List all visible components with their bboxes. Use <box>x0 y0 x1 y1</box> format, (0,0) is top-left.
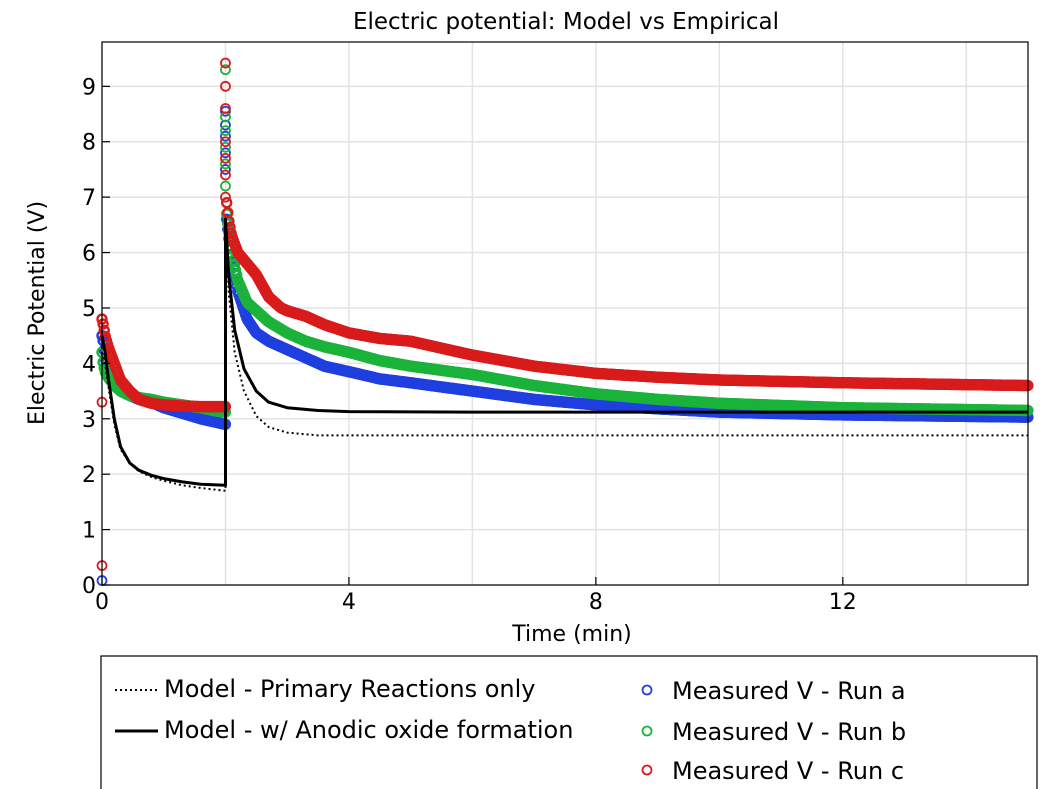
spike-point <box>220 141 231 153</box>
chart-title: Electric potential: Model vs Empirical <box>353 9 779 35</box>
plot-frame <box>101 41 1029 586</box>
y-axis-label: Electric Potential (V) <box>25 201 50 425</box>
data-point <box>97 318 109 330</box>
y-tick-label: 5 <box>82 297 96 322</box>
measured-series-c <box>96 57 1034 572</box>
spike-point <box>220 158 231 170</box>
legend-label-primary: Model - Primary Reactions only <box>164 675 535 703</box>
spike-point <box>220 191 231 203</box>
y-tick-label: 7 <box>82 186 96 211</box>
data-point <box>98 324 110 337</box>
spike-point <box>220 64 231 76</box>
legend-label-anodic: Model - w/ Anodic oxide formation <box>164 716 573 744</box>
plot-series <box>96 57 1034 586</box>
legend: Model - Primary Reactions only Model - w… <box>100 655 1038 789</box>
y-tick-label: 9 <box>82 75 96 100</box>
x-axis-label: Time (min) <box>511 622 632 647</box>
spike-point <box>220 147 231 159</box>
data-point <box>229 264 242 276</box>
y-tick-label: 2 <box>82 463 96 488</box>
grid-lines <box>101 42 1028 586</box>
x-tick-label: 4 <box>342 590 356 615</box>
legend-marker-run-c <box>641 764 653 776</box>
legend-marker-run-b <box>641 725 653 737</box>
spike-point <box>220 136 231 148</box>
spike-point <box>220 80 231 92</box>
spike-point <box>220 125 231 137</box>
x-tick-label: 0 <box>95 590 109 615</box>
spike-point <box>220 103 231 114</box>
y-tick-label: 6 <box>82 242 96 267</box>
y-tick-label: 8 <box>82 131 96 156</box>
spike-point <box>220 180 231 192</box>
x-tick-label: 12 <box>829 590 857 615</box>
legend-marker-run-a <box>641 684 653 696</box>
y-tick-label: 0 <box>82 574 96 599</box>
spike-point <box>220 130 231 142</box>
legend-label-run-c: Measured V - Run c <box>672 757 904 785</box>
legend-label-run-b: Measured V - Run b <box>672 718 906 746</box>
legend-box <box>100 655 1038 789</box>
y-tick-label: 3 <box>82 408 96 433</box>
spike-point <box>220 152 231 164</box>
spike-point <box>220 169 231 181</box>
spike-point <box>220 164 231 175</box>
x-tick-label: 8 <box>589 590 603 615</box>
spike-point <box>220 57 231 69</box>
y-tick-label: 1 <box>82 519 96 544</box>
legend-label-run-a: Measured V - Run a <box>672 677 906 705</box>
y-tick-label: 4 <box>82 352 96 377</box>
data-point <box>228 259 241 271</box>
model-anodic-line <box>100 217 1028 487</box>
